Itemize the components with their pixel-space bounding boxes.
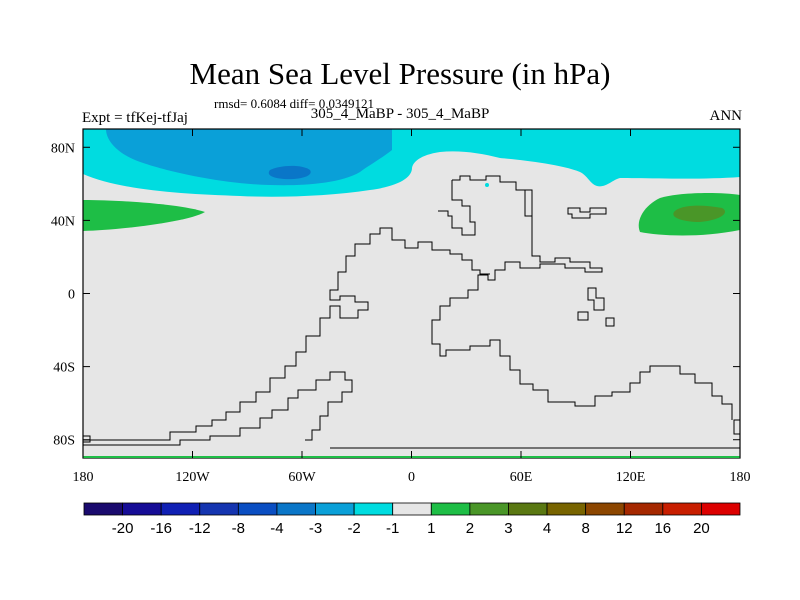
stats-label: rmsd= 0.6084 diff= 0.0349121 [214, 96, 374, 111]
colorbar-label: 1 [427, 520, 435, 537]
colorbar-label: 4 [543, 520, 551, 537]
coastline-europe-africa-asia [431, 175, 733, 420]
colorbar-label: 20 [693, 520, 710, 537]
colorbar-box [276, 502, 316, 516]
contour-region-east-pacific-high-core [673, 205, 726, 222]
colorbar-label: -8 [232, 520, 245, 537]
colorbar-box [546, 502, 587, 516]
x-tick-label: 0 [408, 470, 415, 485]
colorbar-label: 3 [504, 520, 512, 537]
period-label: 305_4_MaBP - 305_4_MaBP [310, 106, 490, 122]
colorbar-box [585, 502, 625, 516]
colorbar-label: -1 [386, 520, 399, 537]
y-tick-label: 40N [51, 214, 75, 229]
y-tick-label: 80N [51, 141, 75, 156]
colorbar-box [353, 502, 394, 516]
coastline-americas-west [329, 227, 490, 301]
colorbar-box [508, 502, 548, 516]
x-tick-label: 60W [288, 470, 316, 485]
colorbar-label: 2 [466, 520, 474, 537]
colorbar-box [160, 502, 201, 516]
colorbar-box [122, 502, 162, 516]
colorbar-box [83, 502, 123, 516]
colorbar-label: -4 [270, 520, 283, 537]
colorbar-label: -2 [347, 520, 360, 537]
y-tick-label: 40S [53, 361, 75, 376]
coastline-pacific-west [83, 435, 91, 443]
colorbar-label: 16 [654, 520, 671, 537]
colorbar-box [623, 502, 664, 516]
coastline-inland-basin [438, 180, 476, 236]
x-tick-label: 180 [730, 470, 751, 485]
coastline-island-group [577, 287, 615, 327]
colorbar: -20 -16 -12 -8 -4 -3 -2 -1 1 2 3 4 8 12 16 20 [83, 502, 741, 537]
colorbar-label: -20 [112, 520, 134, 537]
colorbar-label: -16 [150, 520, 172, 537]
colorbar-box [392, 502, 432, 516]
coastline-americas-south [83, 295, 369, 441]
colorbar-label: -3 [309, 520, 322, 537]
coastlines [83, 175, 740, 449]
x-tick-label: 120W [175, 470, 210, 485]
experiment-label: Expt = tfKej-tfJaj [82, 110, 188, 126]
chart-title: Mean Sea Level Pressure (in hPa) [189, 56, 611, 91]
colorbar-label: -12 [189, 520, 211, 537]
contour-region-north-mid-blue [106, 129, 392, 186]
y-tick-label: 80S [53, 434, 75, 449]
coastline-east-edge [733, 419, 740, 435]
colorbar-box [701, 502, 741, 516]
contour-region-west-pacific-high [83, 200, 205, 231]
axis-ticks: 180 120W 60W 0 60E 120E 180 80N 40N 0 40S 80S [51, 129, 751, 485]
contour-spot-cyan [485, 183, 489, 187]
colorbar-box [315, 502, 355, 516]
colorbar-box [430, 502, 471, 516]
x-tick-label: 120E [616, 470, 646, 485]
colorbar-label: 8 [581, 520, 589, 537]
season-label: ANN [709, 108, 743, 124]
coastline-asia-east [524, 189, 533, 217]
colorbar-box [469, 502, 509, 516]
map-plot: 180 120W 60W 0 60E 120E 180 80N 40N 0 40S 80S [51, 128, 751, 485]
colorbar-box [199, 502, 239, 516]
x-tick-label: 180 [73, 470, 94, 485]
contour-region-arctic-low-core [268, 165, 311, 180]
colorbar-box [237, 502, 278, 516]
y-tick-label: 0 [68, 288, 75, 303]
colorbar-label: 12 [616, 520, 633, 537]
x-tick-label: 60E [510, 470, 533, 485]
coastline-southern-ring [83, 371, 353, 446]
colorbar-box [662, 502, 702, 516]
coastline-north-shelf [567, 207, 607, 219]
